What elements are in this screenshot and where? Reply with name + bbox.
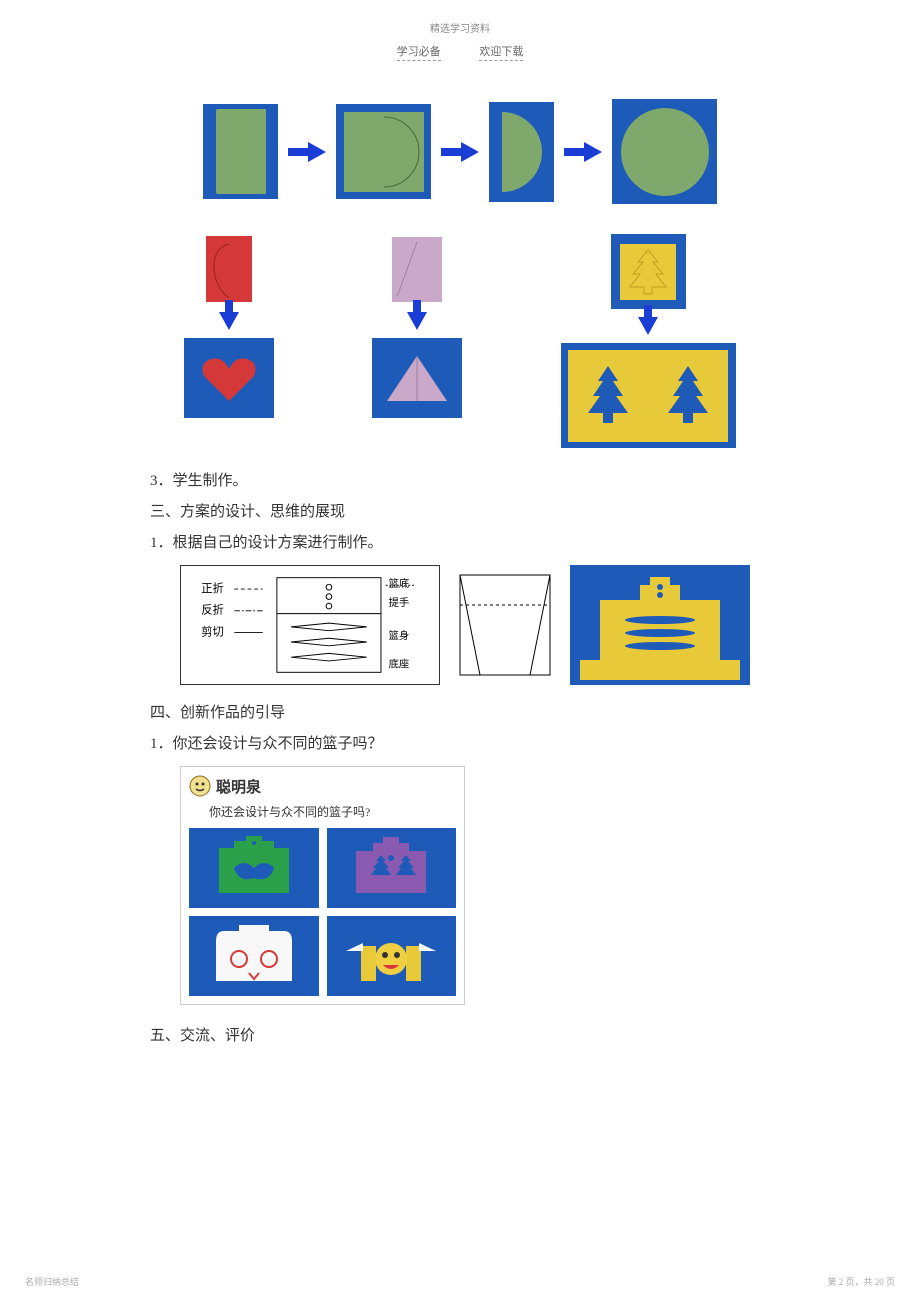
basket-example-3 — [189, 916, 319, 996]
purple-paper-image — [390, 234, 445, 304]
basket-photo — [570, 565, 750, 685]
basket-diagram-row: 正折 反折 剪切 篮底 提手 篮身 底座 — [180, 565, 770, 685]
top-header: 精选学习资料 — [0, 0, 920, 35]
yellow-bg — [568, 350, 728, 442]
triangle-image — [372, 338, 462, 418]
footer-mid: 页，共 — [845, 1277, 872, 1287]
label-dizuo: 底座 — [389, 658, 410, 671]
red-paper-image — [204, 234, 254, 304]
heading-3: 三、方案的设计、思维的展现 — [150, 499, 770, 526]
heading-4: 四、创新作品的引导 — [150, 700, 770, 727]
red-rect — [206, 236, 252, 302]
fold-legend: 正折 反折 剪切 篮底 提手 篮身 底座 — [180, 565, 440, 685]
text-4-1: 1．你还会设计与众不同的篮子吗？ — [150, 731, 770, 758]
arrow-icon — [308, 142, 326, 162]
yellow-tree-template — [618, 242, 678, 302]
text-3-1: 1．根据自己的设计方案进行制作。 — [150, 530, 770, 557]
sub-header-left: 学习必备 — [397, 46, 441, 61]
tree-cutout — [663, 361, 713, 431]
label-lanshen: 篮身 — [389, 629, 410, 642]
shapes-row — [150, 234, 770, 448]
arrow-down-icon — [638, 317, 658, 335]
step3-image — [489, 102, 554, 202]
heart-shape — [199, 351, 259, 406]
basket-title-row: 聪明泉 — [189, 775, 456, 797]
tree-cutout — [583, 361, 633, 431]
heart-image — [184, 338, 274, 418]
footer-left: 名师归纳总结 — [25, 1275, 79, 1288]
heart-group — [184, 234, 274, 448]
yellow-paper-image — [611, 234, 686, 309]
arrow-icon — [584, 142, 602, 162]
legend-zhengzhe: 正折 — [201, 581, 224, 595]
triangle-group — [372, 234, 462, 448]
basket-question: 你还会设计与众不同的篮子吗? — [209, 803, 456, 820]
text-3: 3．学生制作。 — [150, 468, 770, 495]
footer-page: 2 — [839, 1277, 844, 1287]
tree-group — [561, 234, 736, 448]
green-halfcircle — [502, 112, 542, 192]
label-langdi: 篮底 — [389, 577, 410, 590]
step4-image — [612, 99, 717, 204]
yellow-basket — [570, 565, 750, 685]
footer-total: 20 — [875, 1277, 884, 1287]
triangle-shape — [382, 351, 452, 406]
basket-examples-box: 聪明泉 你还会设计与众不同的篮子吗? — [180, 766, 465, 1005]
legend-jianqie: 剪切 — [201, 624, 224, 638]
arrow-down-icon — [219, 312, 239, 330]
green-fold — [216, 109, 266, 194]
mascot-icon — [189, 775, 211, 797]
step1-image — [203, 104, 278, 199]
arrow-icon — [461, 142, 479, 162]
trees-image — [561, 343, 736, 448]
footer-suffix: 页 — [886, 1277, 895, 1287]
badge-title: 聪明泉 — [216, 776, 261, 797]
basket-example-2 — [327, 828, 457, 908]
diagram-photo-1 — [450, 565, 560, 685]
legend-fanzhe: 反折 — [201, 603, 224, 617]
purple-rect — [392, 237, 442, 302]
sub-header: 学习必备 欢迎下载 — [0, 43, 920, 59]
basket-example-1 — [189, 828, 319, 908]
circle-steps-row — [150, 99, 770, 204]
arrow-down-icon — [407, 312, 427, 330]
footer-prefix: 第 — [827, 1277, 836, 1287]
label-tishou: 提手 — [389, 596, 410, 609]
basket-example-4 — [327, 916, 457, 996]
sub-header-right: 欢迎下载 — [479, 46, 523, 61]
step2-image — [336, 104, 431, 199]
green-square — [344, 112, 424, 192]
page-content: 3．学生制作。 三、方案的设计、思维的展现 1．根据自己的设计方案进行制作。 正… — [150, 99, 770, 1050]
footer-right: 第 2 页，共 20 页 — [827, 1275, 895, 1288]
green-circle — [621, 108, 709, 196]
basket-grid — [189, 828, 456, 996]
heading-5: 五、交流、评价 — [150, 1023, 770, 1050]
